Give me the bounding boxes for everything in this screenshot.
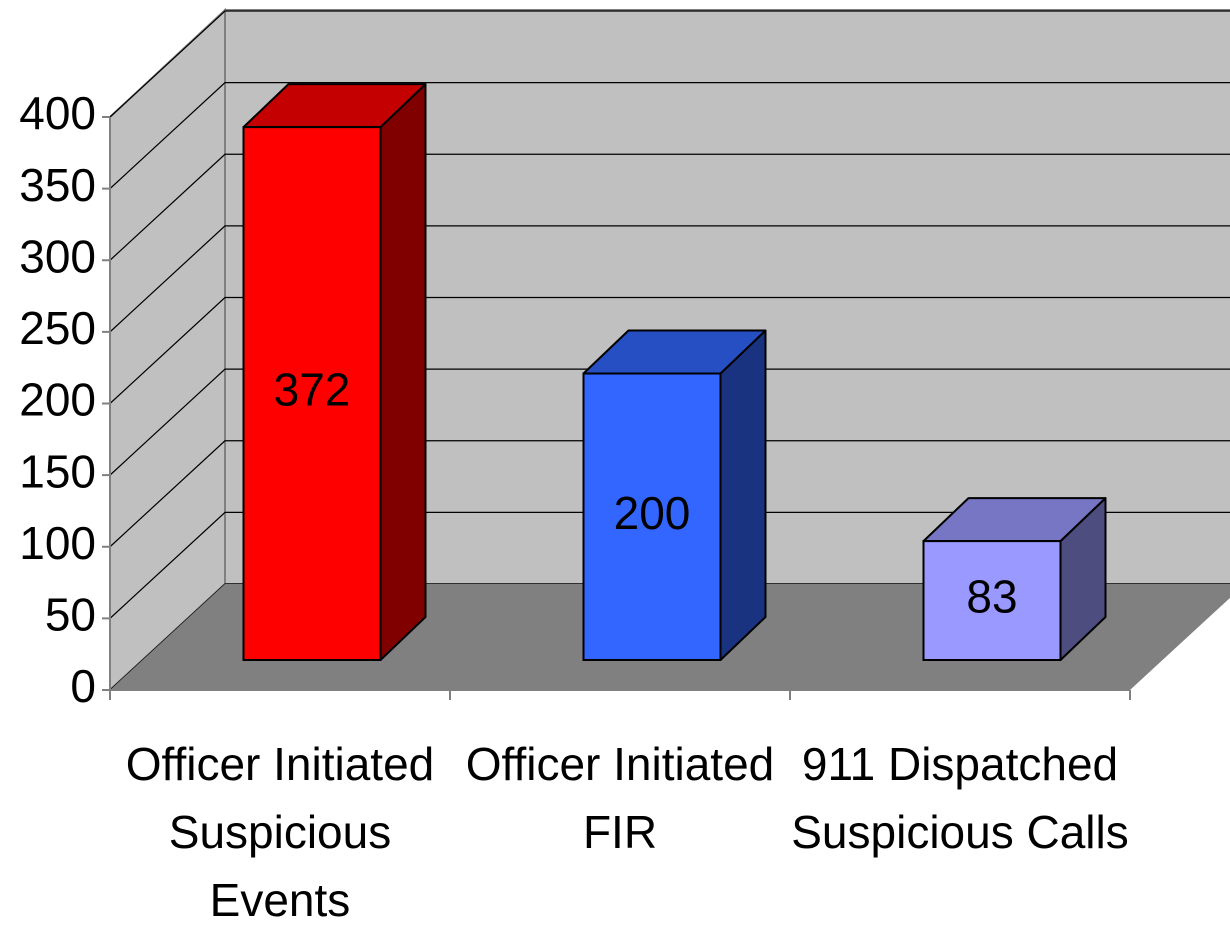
label-line: Suspicious [169, 806, 391, 858]
y-tick-label: 250 [19, 302, 96, 354]
y-tick-label: 200 [19, 374, 96, 426]
label-line: Officer Initiated [126, 738, 435, 790]
grid-line [109, 82, 1230, 190]
label-line: Officer Initiated [466, 738, 775, 790]
bar-group: 83 [922, 497, 1107, 661]
grid-line [109, 10, 1230, 118]
bar [922, 540, 1062, 661]
bar-group: 372 [242, 83, 427, 662]
grid-line [109, 153, 1230, 261]
data-label: 83 [966, 571, 1017, 623]
label-line: Events [210, 874, 351, 926]
y-tick-label: 300 [19, 230, 96, 282]
bar-side [379, 83, 427, 661]
label-line: Suspicious Calls [791, 806, 1128, 858]
bars: 372 200 83 [242, 83, 1107, 662]
bar [582, 372, 722, 661]
data-label: 200 [614, 487, 691, 539]
grid-line [109, 440, 1230, 548]
y-tick-label: 0 [70, 660, 96, 712]
label-line: 911 Dispatched [802, 738, 1118, 790]
x-tick-label: 911 Dispatched Suspicious Calls [791, 738, 1128, 858]
x-tick-label: Officer Initiated Suspicious Events [126, 738, 435, 926]
data-label: 372 [274, 364, 351, 416]
grid-line [109, 368, 1230, 476]
grid-line [109, 225, 1230, 333]
grid-line [109, 511, 1230, 619]
x-tick-label: Officer Initiated FIR [466, 738, 775, 858]
y-tick-label: 350 [19, 159, 96, 211]
y-tick-label: 400 [19, 87, 96, 139]
y-tick-label: 50 [45, 589, 96, 641]
bar-group: 200 [582, 329, 767, 661]
label-line: FIR [583, 806, 657, 858]
bar [242, 126, 382, 662]
bar-side [719, 329, 767, 661]
grid-line [109, 296, 1230, 404]
y-tick-label: 150 [19, 445, 96, 497]
y-tick-label: 100 [19, 517, 96, 569]
axes: 0 50 100 150 200 250 300 350 400 Officer Initiate… [19, 87, 1131, 926]
